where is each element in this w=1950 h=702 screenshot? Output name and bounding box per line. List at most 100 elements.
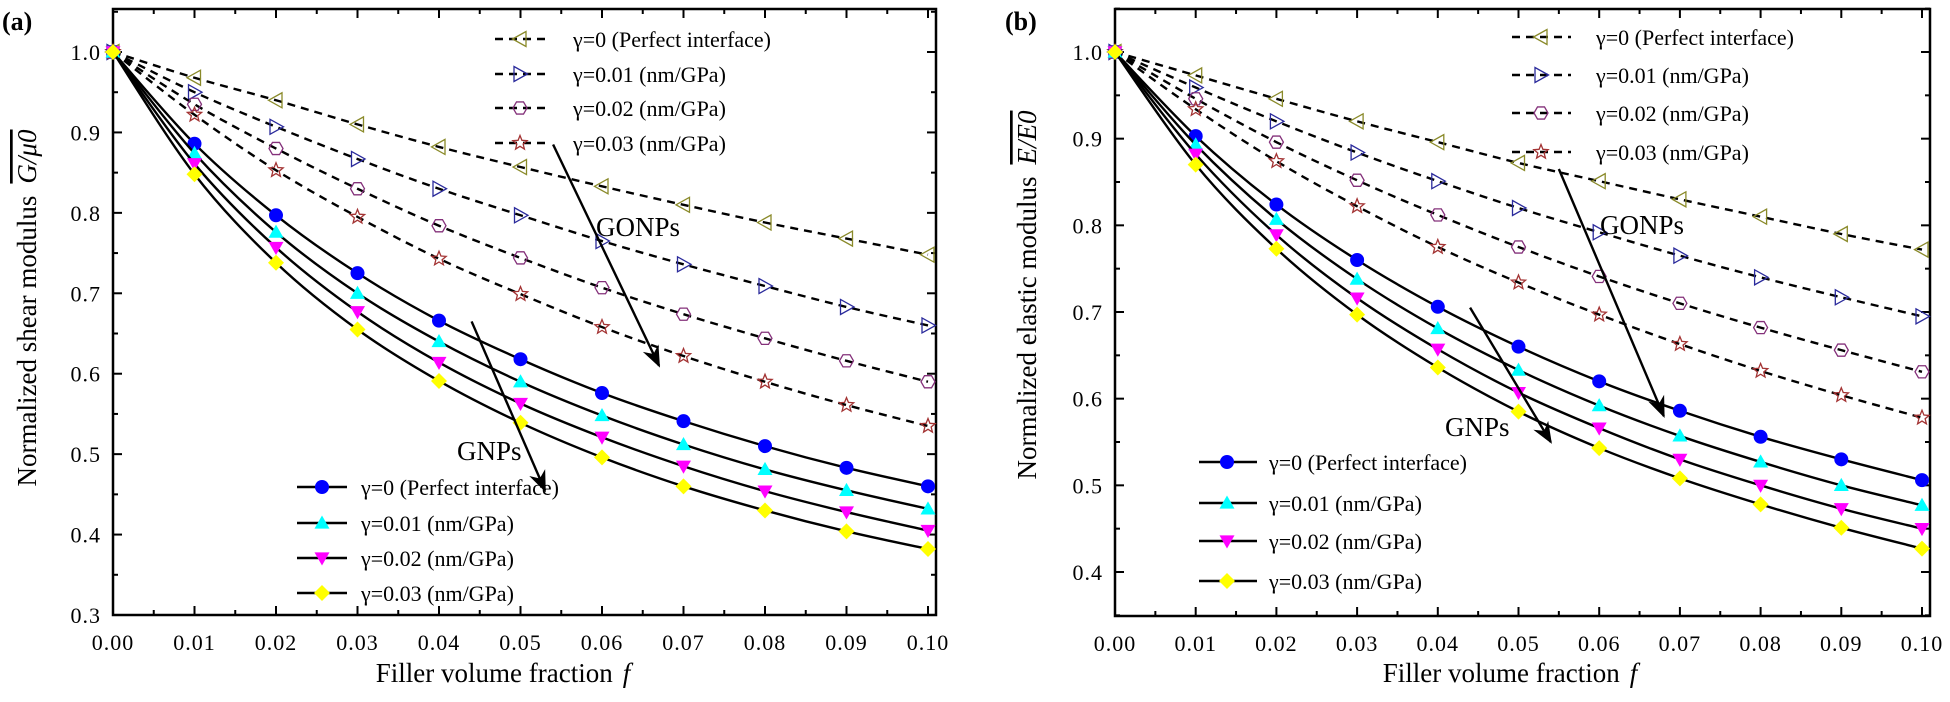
series-line: [112, 50, 929, 383]
annotation-label: GONPs: [596, 212, 680, 242]
x-tick-label: 0.07: [662, 630, 705, 655]
legend-entry: γ=0.03 (nm/GPa): [297, 581, 514, 606]
data-point: [1430, 299, 1445, 314]
annotation-label: GONPs: [1600, 210, 1684, 240]
x-tick-label: 0.03: [336, 630, 379, 655]
data-point: [919, 246, 935, 264]
series-line: [112, 50, 929, 256]
data-point: [675, 307, 692, 321]
data-point: [1592, 374, 1607, 389]
legend-label: γ=0.01 (nm/GPa): [1595, 63, 1749, 88]
legend-entry: γ=0.01 (nm/GPa): [495, 62, 726, 87]
data-point: [1267, 90, 1284, 108]
legend-entry: γ=0.03 (nm/GPa): [1512, 140, 1749, 165]
x-tick-label: 0.06: [1578, 631, 1621, 656]
data-point: [1915, 473, 1929, 488]
data-point: [1268, 211, 1284, 225]
data-point: [268, 241, 284, 255]
y-tick-label: 0.8: [71, 201, 102, 226]
x-tick-label: 0.02: [255, 630, 298, 655]
x-tick-label: 0.05: [1497, 631, 1540, 656]
data-point: [432, 313, 446, 328]
data-point: [1431, 172, 1447, 190]
y-tick-label: 0.6: [71, 362, 102, 387]
legend-label: γ=0.03 (nm/GPa): [360, 581, 514, 606]
legend-label: γ=0.02 (nm/GPa): [1595, 101, 1749, 126]
data-point: [1188, 137, 1204, 151]
data-point: [1834, 452, 1849, 467]
x-tick-label: 0.10: [907, 630, 950, 655]
x-tick-label: 0.06: [581, 630, 624, 655]
x-tick-label: 0.03: [1336, 631, 1379, 656]
series-line: [1114, 51, 1923, 507]
legend-label: γ=0.01 (nm/GPa): [360, 511, 514, 536]
data-point: [1189, 78, 1205, 97]
data-point: [186, 97, 203, 111]
legend-label: γ=0.02 (nm/GPa): [360, 546, 514, 571]
legend-entry: γ=0.01 (nm/GPa): [1199, 491, 1422, 516]
series-gonps-3: [104, 42, 937, 434]
data-point: [1511, 339, 1526, 354]
data-point: [1511, 362, 1526, 376]
data-point: [1509, 273, 1528, 291]
plot-frame: [1113, 7, 1932, 618]
data-point: [513, 374, 528, 388]
data-point: [513, 352, 528, 367]
data-point: [1673, 247, 1689, 265]
data-point: [1913, 408, 1931, 426]
data-point: [594, 408, 610, 422]
x-tick-label: 0.09: [1820, 631, 1863, 656]
data-point: [921, 479, 935, 494]
data-point: [349, 182, 366, 196]
data-point: [676, 460, 691, 474]
data-point: [1349, 173, 1365, 187]
data-point: [431, 356, 447, 370]
series-gonps-3: [1106, 42, 1931, 426]
data-point: [674, 196, 691, 214]
data-point: [757, 502, 773, 519]
legend-label: γ=0.01 (nm/GPa): [572, 62, 726, 87]
legend-label: γ=0.02 (nm/GPa): [572, 96, 726, 121]
legend-marker: [314, 552, 330, 566]
data-point: [758, 277, 774, 295]
legend-marker: [1219, 495, 1235, 509]
x-axis-label: Filler volume fraction f: [1383, 658, 1641, 688]
annotation-arrow: [470, 320, 547, 493]
legend-marker: [314, 515, 330, 529]
y-tick-label: 0.3: [71, 603, 102, 628]
x-tick-label: 0.07: [1659, 631, 1702, 656]
series-gonps-1: [1108, 43, 1931, 325]
data-point: [187, 145, 202, 159]
data-point: [185, 105, 204, 123]
x-tick-label: 0.00: [1094, 631, 1137, 656]
data-point: [1430, 343, 1446, 357]
data-point: [1591, 398, 1607, 412]
chart-panel-b: (b) 0.00 0.01 0.02 0.03 0.04 0.05 0.06 0.07 0.08 0…: [1005, 7, 1942, 688]
data-point: [1428, 133, 1445, 151]
series-gnps-1: [105, 44, 936, 515]
data-point: [1832, 225, 1848, 243]
data-point: [431, 219, 447, 233]
data-point: [1833, 343, 1850, 357]
y-tick-label: 0.5: [71, 442, 102, 467]
data-point: [676, 414, 691, 429]
data-point: [1510, 403, 1527, 420]
data-point: [269, 208, 283, 223]
annotation-arrow: [1557, 168, 1665, 418]
legend-label: γ=0 (Perfect interface): [360, 475, 559, 500]
data-point: [1753, 429, 1768, 444]
annotation-label: GNPs: [1445, 412, 1510, 442]
data-point: [595, 232, 611, 250]
data-point: [1591, 440, 1608, 457]
data-point: [1753, 479, 1769, 493]
x-tick-label: 0.01: [1174, 631, 1217, 656]
data-point: [187, 158, 202, 172]
legend-entry: γ=0 (Perfect interface): [1512, 25, 1794, 50]
y-axis-label-text: Normalized elastic modulus: [1012, 177, 1042, 480]
data-point: [674, 346, 693, 364]
data-point: [1671, 470, 1688, 487]
data-point: [839, 506, 854, 520]
data-point: [1269, 197, 1284, 212]
data-point: [350, 306, 365, 320]
legend-marker: [314, 585, 330, 601]
